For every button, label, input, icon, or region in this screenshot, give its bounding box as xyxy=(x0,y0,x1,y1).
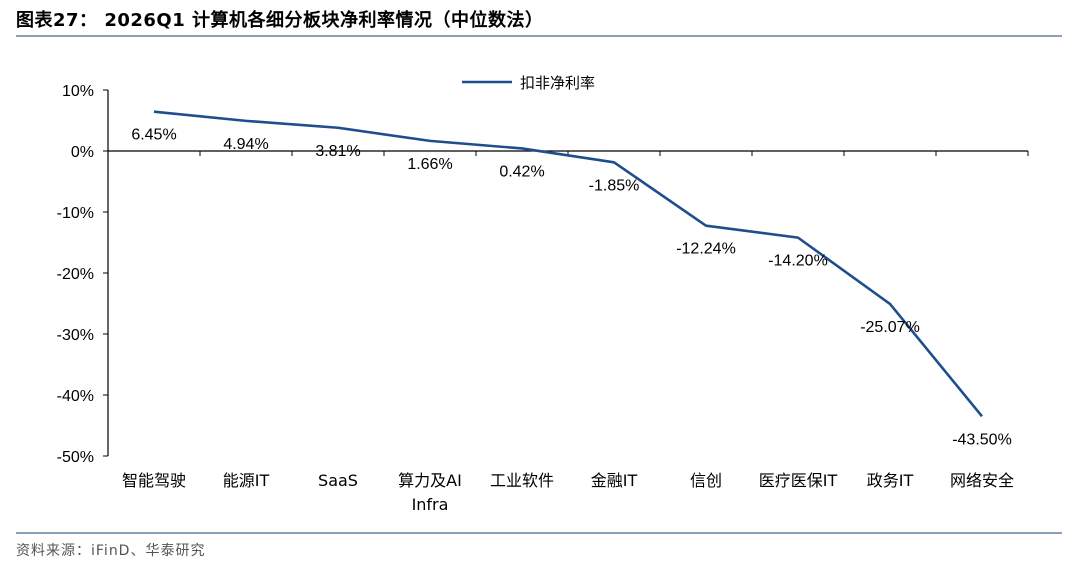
data-label: -43.50% xyxy=(952,431,1012,448)
x-category-label: SaaS xyxy=(318,471,358,490)
x-category-label: 金融IT xyxy=(591,471,638,490)
source-note: 资料来源：iFinD、华泰研究 xyxy=(16,543,206,559)
data-label: 6.45% xyxy=(131,127,176,144)
data-label: -1.85% xyxy=(589,177,640,194)
series-line xyxy=(153,110,984,418)
x-category-label: 算力及AI Infra xyxy=(398,471,462,514)
x-category-label: 智能驾驶 xyxy=(122,471,186,490)
line-chart: 10% 0% -10% -20% -30% -40% -50% 智能驾驶 能源IT SaaS 算力及… xyxy=(57,74,1029,514)
y-tick-label: -30% xyxy=(57,327,94,344)
x-category-label: 政务IT xyxy=(867,471,914,490)
y-tick-label: 10% xyxy=(62,83,94,100)
data-label: -25.07% xyxy=(860,319,920,336)
y-tick-label: -50% xyxy=(57,449,94,466)
data-label: 1.66% xyxy=(407,156,452,173)
y-tick-label: -40% xyxy=(57,388,94,405)
data-label: 4.94% xyxy=(223,136,268,153)
data-label: -14.20% xyxy=(768,253,828,270)
data-label: 3.81% xyxy=(315,143,360,160)
x-category-label: 信创 xyxy=(690,471,722,490)
x-category-label: 网络安全 xyxy=(950,471,1014,490)
y-tick-label: -20% xyxy=(57,266,94,283)
x-category-label: 医疗医保IT xyxy=(759,471,838,490)
figure-title: 图表27： 2026Q1 计算机各细分板块净利率情况（中位数法） xyxy=(16,10,544,31)
data-label: -12.24% xyxy=(676,241,736,258)
x-category-label: 工业软件 xyxy=(490,471,554,490)
footer-divider xyxy=(16,532,1062,534)
y-tick-label: 0% xyxy=(71,144,94,161)
data-label: 0.42% xyxy=(499,163,544,180)
x-category-label: 能源IT xyxy=(223,471,270,490)
legend-label: 扣非净利率 xyxy=(520,74,595,92)
y-tick-label: -10% xyxy=(57,205,94,222)
title-divider xyxy=(16,35,1062,37)
